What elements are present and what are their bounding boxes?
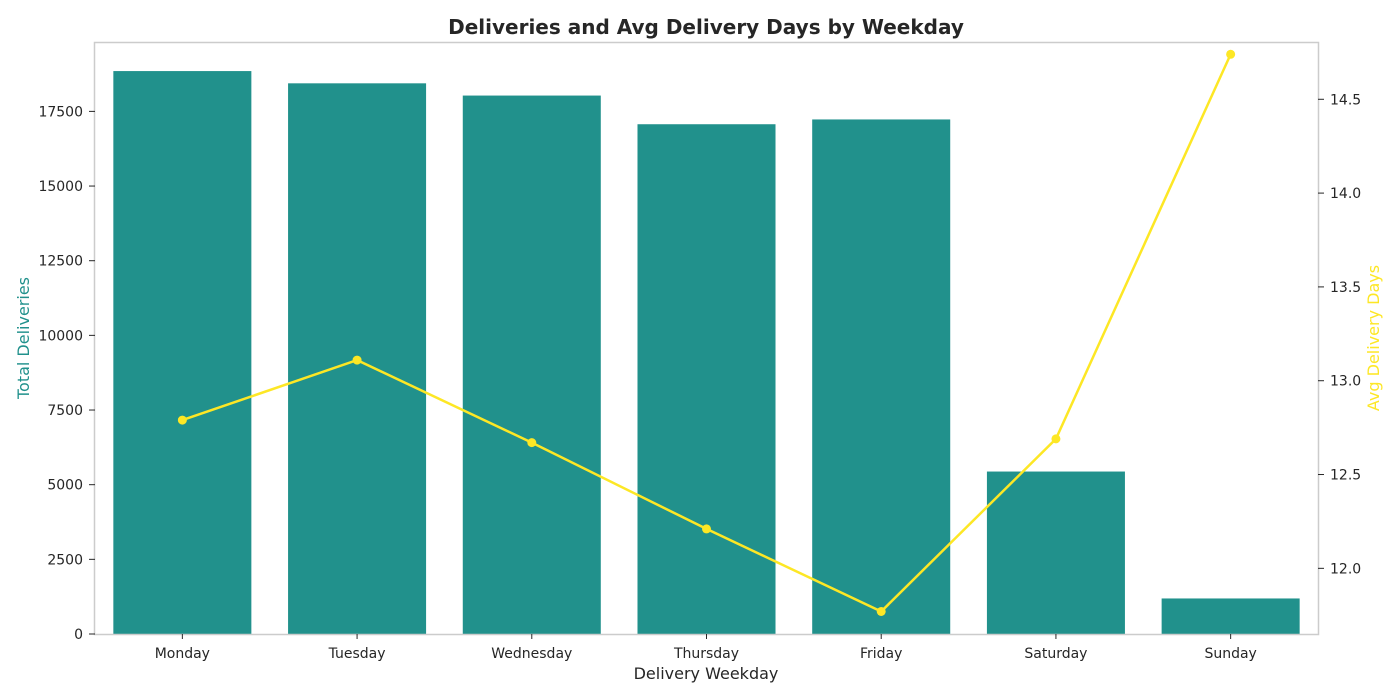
y2-tick-label: 12.0 bbox=[1330, 561, 1361, 577]
avg-days-point-friday bbox=[876, 606, 886, 616]
bar-wednesday bbox=[462, 95, 601, 634]
y2-tick-label: 12.5 bbox=[1330, 468, 1361, 484]
avg-days-point-thursday bbox=[702, 524, 711, 534]
bars-layer bbox=[113, 71, 1300, 634]
y2-tick-label: 13.0 bbox=[1330, 374, 1361, 390]
avg-days-line-layer bbox=[177, 49, 1236, 616]
y-tick-label: 0 bbox=[74, 627, 83, 643]
y-tick-label: 15000 bbox=[38, 179, 83, 195]
x-tick-label: Tuesday bbox=[328, 646, 386, 662]
bar-friday bbox=[812, 119, 951, 634]
x-tick-label: Thursday bbox=[673, 646, 739, 662]
avg-days-point-saturday bbox=[1051, 434, 1061, 444]
chart-title: Deliveries and Avg Delivery Days by Week… bbox=[448, 15, 964, 39]
x-axis-ticks: Monday Tuesday Wednesday Thursday Friday Satu… bbox=[155, 634, 1257, 662]
y-tick-label: 2500 bbox=[47, 552, 83, 568]
right-y-axis-ticks: 12.0 12.5 13.0 13.5 14.0 14.5 bbox=[1318, 92, 1361, 577]
y-tick-label: 17500 bbox=[38, 104, 83, 120]
right-y-axis-label: Avg Delivery Days bbox=[1364, 265, 1383, 411]
x-tick-label: Wednesday bbox=[491, 646, 572, 662]
y-tick-label: 5000 bbox=[47, 478, 83, 494]
y2-tick-label: 13.5 bbox=[1330, 280, 1361, 296]
bar-saturday bbox=[986, 471, 1125, 634]
y-tick-label: 7500 bbox=[47, 403, 83, 419]
left-y-axis-label: Total Deliveries bbox=[14, 277, 33, 400]
y-tick-label: 12500 bbox=[38, 254, 83, 270]
avg-days-point-sunday bbox=[1226, 49, 1236, 59]
y2-tick-label: 14.0 bbox=[1330, 186, 1361, 202]
avg-days-point-wednesday bbox=[527, 438, 537, 448]
avg-days-point-tuesday bbox=[352, 355, 362, 365]
bar-monday bbox=[113, 71, 252, 634]
left-y-axis-ticks: 0 2500 5000 7500 10000 12500 15000 17500 bbox=[38, 104, 95, 643]
x-tick-label: Monday bbox=[155, 646, 210, 662]
bar-thursday bbox=[637, 124, 776, 634]
avg-days-point-monday bbox=[177, 415, 187, 425]
y2-tick-label: 14.5 bbox=[1330, 92, 1361, 108]
bar-sunday bbox=[1161, 598, 1300, 634]
x-tick-label: Sunday bbox=[1204, 646, 1256, 662]
x-tick-label: Friday bbox=[860, 646, 902, 662]
x-axis-label: Delivery Weekday bbox=[634, 664, 779, 683]
y-tick-label: 10000 bbox=[38, 328, 83, 344]
x-tick-label: Saturday bbox=[1024, 646, 1087, 662]
